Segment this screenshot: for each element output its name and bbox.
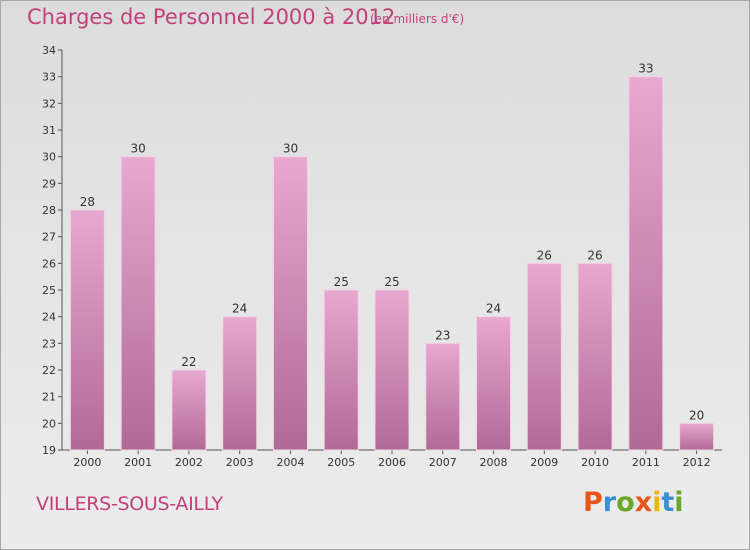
bar — [171, 369, 207, 451]
bar — [120, 156, 156, 451]
chart-title: Charges de Personnel 2000 à 2012 — [27, 5, 396, 29]
data-label: 23 — [435, 328, 450, 342]
bar — [628, 76, 664, 451]
y-tick-label: 29 — [42, 177, 56, 190]
data-label: 28 — [80, 195, 95, 209]
x-tick-label: 2009 — [530, 456, 558, 469]
chart-subtitle: (en milliers d'€) — [370, 12, 465, 26]
y-tick-label: 23 — [42, 337, 56, 350]
logo-letter: i — [674, 487, 684, 518]
data-label: 26 — [587, 248, 602, 262]
x-tick-label: 2011 — [632, 456, 660, 469]
bar — [323, 289, 359, 451]
x-tick-label: 2008 — [480, 456, 508, 469]
x-tick-label: 2002 — [175, 456, 203, 469]
y-tick-label: 28 — [42, 204, 56, 217]
y-tick-label: 25 — [42, 284, 56, 297]
logo-letter: o — [616, 487, 635, 518]
data-label: 20 — [689, 408, 704, 422]
bar — [374, 289, 410, 451]
y-tick-label: 31 — [42, 124, 56, 137]
bar — [476, 316, 512, 451]
x-tick-label: 2005 — [327, 456, 355, 469]
y-tick-label: 21 — [42, 391, 56, 404]
data-label: 26 — [537, 248, 552, 262]
x-tick-label: 2007 — [429, 456, 457, 469]
commune-name: VILLERS-SOUS-AILLY — [36, 493, 223, 515]
bar — [69, 209, 105, 451]
bar — [425, 342, 461, 451]
data-label: 25 — [334, 275, 349, 289]
y-tick-label: 19 — [42, 444, 56, 457]
y-tick-label: 27 — [42, 231, 56, 244]
x-tick-label: 2000 — [73, 456, 101, 469]
data-label: 24 — [232, 302, 247, 316]
logo-letter: i — [652, 487, 662, 518]
x-tick-label: 2003 — [226, 456, 254, 469]
y-tick-label: 26 — [42, 257, 56, 270]
data-label: 24 — [486, 302, 501, 316]
y-tick-label: 33 — [42, 71, 56, 84]
bar — [679, 422, 715, 451]
data-label: 25 — [384, 275, 399, 289]
y-tick-label: 24 — [42, 311, 56, 324]
data-label: 33 — [638, 62, 653, 76]
x-tick-label: 2004 — [276, 456, 304, 469]
x-tick-label: 2001 — [124, 456, 152, 469]
y-tick-label: 22 — [42, 364, 56, 377]
logo-letter: t — [661, 487, 675, 518]
x-tick-label: 2010 — [581, 456, 609, 469]
bar — [526, 262, 562, 451]
y-tick-label: 32 — [42, 97, 56, 110]
bar-layer — [69, 76, 715, 451]
label-layer: 28 30 22 24 30 25 25 23 24 26 26 33 20 — [80, 62, 705, 423]
y-tick-label: 20 — [42, 417, 56, 430]
x-tick-label: 2006 — [378, 456, 406, 469]
y-tick-label: 30 — [42, 151, 56, 164]
bar — [577, 262, 613, 451]
bar — [272, 156, 308, 451]
data-label: 22 — [181, 355, 196, 369]
y-tick-label: 34 — [42, 44, 56, 57]
logo-letter: P — [583, 487, 603, 518]
x-tick-label: 2012 — [683, 456, 711, 469]
data-label: 30 — [283, 142, 298, 156]
proxiti-logo: Proxiti — [583, 487, 684, 518]
logo-letter: x — [634, 487, 653, 518]
data-label: 30 — [131, 142, 146, 156]
bar — [222, 316, 258, 451]
logo-letter: r — [602, 487, 617, 518]
